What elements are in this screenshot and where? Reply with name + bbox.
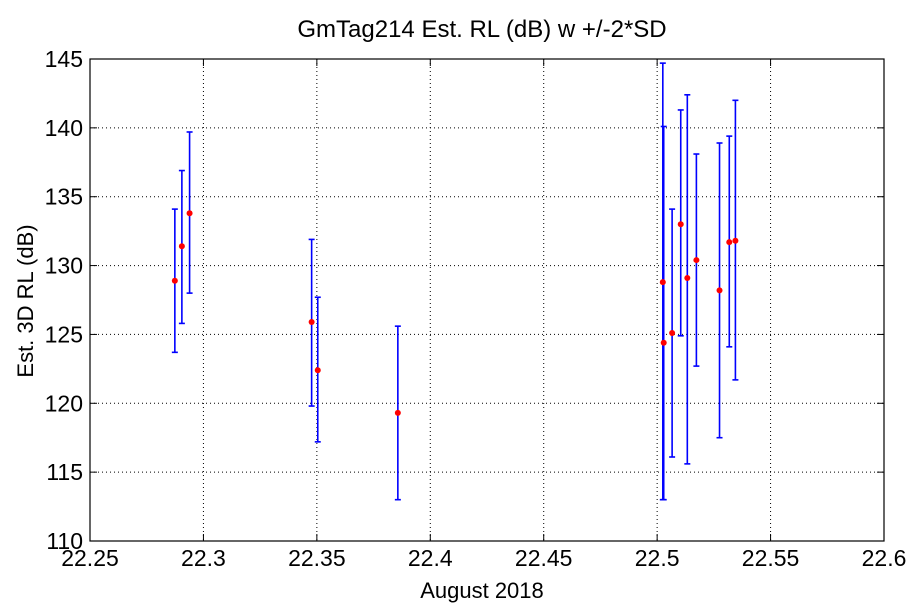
x-tick-label: 22.45 [515, 545, 573, 571]
y-tick-label: 120 [45, 390, 83, 416]
x-tick-label: 22.35 [288, 545, 346, 571]
x-tick-label: 22.3 [181, 545, 226, 571]
errorbars [171, 62, 739, 501]
data-point [314, 367, 321, 374]
plot-frame [89, 58, 885, 542]
y-axis-label: Est. 3D RL (dB) [13, 224, 38, 377]
x-axis-label: August 2018 [420, 578, 544, 603]
data-point [171, 277, 178, 284]
y-tick-label: 110 [46, 528, 83, 554]
x-tick-label: 22.25 [61, 545, 119, 571]
y-tick-labels: 110 115 120 125 130 135 140 145 [45, 46, 83, 554]
data-point [308, 319, 315, 326]
y-tick-label: 125 [45, 321, 83, 347]
y-tick-label: 130 [45, 253, 83, 279]
data-point [693, 257, 700, 264]
data-point [732, 237, 739, 244]
data-point [659, 279, 666, 286]
y-tick-label: 135 [45, 184, 83, 210]
data-point [726, 239, 733, 246]
data-point [394, 409, 401, 416]
y-tick-label: 140 [45, 115, 83, 141]
data-point [716, 287, 723, 294]
x-tick-labels: 22.25 22.3 22.35 22.4 22.45 22.5 22.55 22.6 [61, 545, 906, 571]
x-tick-label: 22.55 [742, 545, 800, 571]
data-point [186, 210, 193, 217]
tick-marks [89, 58, 885, 542]
data-point [178, 243, 185, 250]
data-points [171, 210, 739, 416]
data-point [669, 330, 676, 337]
chart-title: GmTag214 Est. RL (dB) w +/-2*SD [297, 16, 666, 43]
grid-lines [90, 59, 884, 541]
data-point [677, 221, 684, 228]
y-tick-label: 145 [45, 46, 83, 72]
x-tick-label: 22.6 [862, 545, 907, 571]
data-point [660, 339, 667, 346]
y-tick-label: 115 [46, 459, 83, 485]
data-point [684, 274, 691, 281]
x-tick-label: 22.5 [635, 545, 680, 571]
x-tick-label: 22.4 [408, 545, 453, 571]
